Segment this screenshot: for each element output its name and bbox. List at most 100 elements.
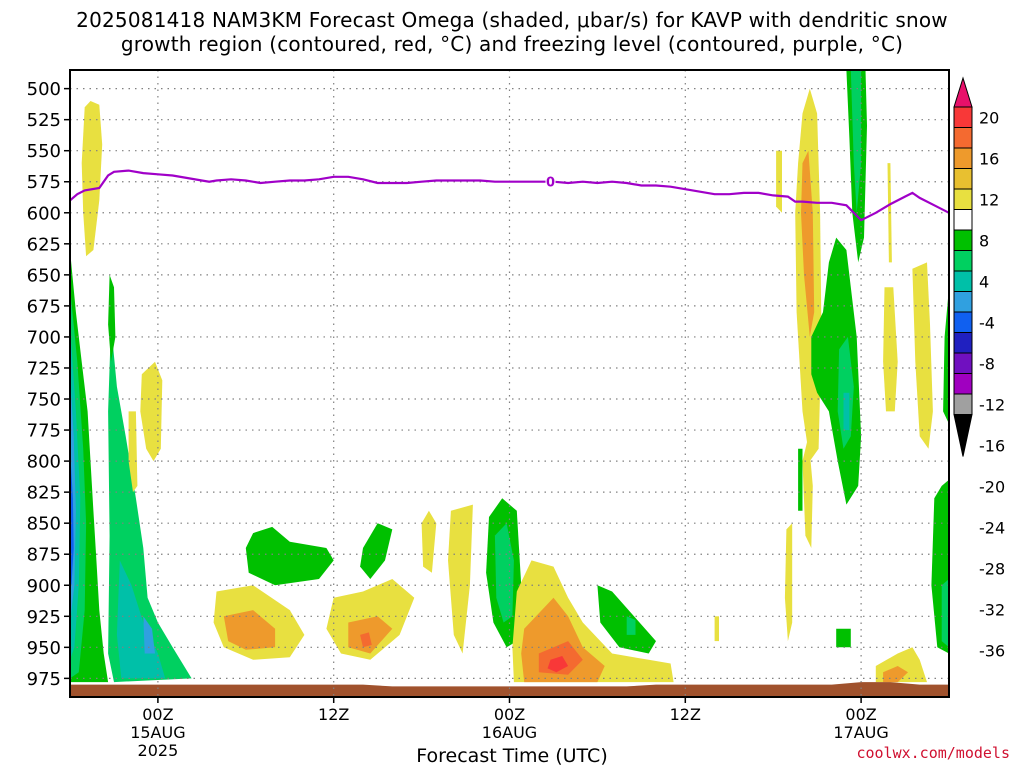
omega-region-20 xyxy=(448,504,473,654)
colorbar-box-13 xyxy=(953,373,973,395)
omega-region-41 xyxy=(836,628,851,648)
colorbar-label-8: -16 xyxy=(979,436,1005,455)
omega-region-47 xyxy=(941,579,949,648)
y-tick-label-650: 650 xyxy=(27,265,61,286)
chart-title-line-2: growth region (contoured, red, °C) and f… xyxy=(120,32,904,56)
colorbar-box-12 xyxy=(953,352,973,374)
colorbar-label-12: -32 xyxy=(979,600,1005,619)
chart-title-line-1: 2025081418 NAM3KM Forecast Omega (shaded… xyxy=(76,8,948,32)
x-date-label-30: 16AUG xyxy=(482,723,537,742)
omega-region-33 xyxy=(802,436,813,548)
y-tick-label-750: 750 xyxy=(27,390,61,411)
omega-region-0 xyxy=(81,101,103,257)
omega-region-39 xyxy=(850,70,862,213)
colorbar-bottom-arrow xyxy=(953,414,973,457)
y-tick-label-550: 550 xyxy=(27,141,61,162)
freezing-level-label: 0 xyxy=(546,176,555,191)
y-tick-label-525: 525 xyxy=(27,110,61,131)
y-tick-label-625: 625 xyxy=(27,234,61,255)
omega-region-26 xyxy=(547,656,569,673)
y-tick-label-600: 600 xyxy=(27,203,61,224)
omega-colorbar: 20 16 12 8 4 -4 -8 -12 -16 -20 -24 -28 -32 -36 xyxy=(953,76,1005,660)
x-tick-label-54: 00Z xyxy=(845,705,876,724)
x-tick-label-42: 12Z xyxy=(670,705,701,724)
y-tick-label-950: 950 xyxy=(27,638,61,659)
colorbar-box-3 xyxy=(953,168,973,190)
freezing-level-contour: 0 xyxy=(70,169,949,222)
y-tick-label-725: 725 xyxy=(27,358,61,379)
y-tick-label-900: 900 xyxy=(27,576,61,597)
colorbar-label-13: -36 xyxy=(979,641,1005,660)
colorbar-box-6 xyxy=(953,229,973,251)
omega-region-15 xyxy=(348,616,393,654)
colorbar-label-11: -28 xyxy=(979,559,1005,578)
ground-surface xyxy=(70,682,949,697)
omega-region-37 xyxy=(843,392,850,431)
omega-region-45 xyxy=(943,287,949,424)
colorbar-box-1 xyxy=(953,127,973,149)
y-tick-label-700: 700 xyxy=(27,327,61,348)
colorbar-top-arrow xyxy=(953,76,973,108)
omega-region-28 xyxy=(626,616,636,635)
x-date-label-6: 15AUG xyxy=(130,723,185,742)
colorbar-box-4 xyxy=(953,188,973,210)
colorbar-box-5 xyxy=(953,209,973,231)
y-tick-label-875: 875 xyxy=(27,545,61,566)
y-tick-label-925: 925 xyxy=(27,607,61,628)
omega-region-29 xyxy=(714,616,719,642)
omega-region-9 xyxy=(108,274,116,362)
colorbar-box-0 xyxy=(953,106,973,128)
omega-region-18 xyxy=(360,523,393,579)
omega-region-16 xyxy=(360,632,372,648)
omega-region-17 xyxy=(245,526,334,586)
y-tick-label-975: 975 xyxy=(27,669,61,690)
y-tick-label-675: 675 xyxy=(27,296,61,317)
x-tick-label-18: 12Z xyxy=(318,705,349,724)
y-tick-label-800: 800 xyxy=(27,452,61,473)
colorbar-box-9 xyxy=(953,291,973,313)
colorbar-label-5: -4 xyxy=(979,313,995,332)
omega-region-44 xyxy=(912,262,933,449)
y-tick-label-500: 500 xyxy=(27,79,61,100)
omega-region-40 xyxy=(798,448,803,511)
omega-region-32 xyxy=(801,150,815,337)
colorbar-box-7 xyxy=(953,250,973,272)
omega-region-43 xyxy=(883,287,898,412)
omega-region-8 xyxy=(143,616,155,654)
freezing-label-bg xyxy=(545,173,556,189)
pressure-axis: 500 525 550 575 600 625 650 675 700 725 750 775 800 8… xyxy=(27,79,70,690)
colorbar-label-10: -24 xyxy=(979,518,1005,537)
x-axis-label: Forecast Time (UTC) xyxy=(416,745,608,767)
colorbar-label-9: -20 xyxy=(979,477,1005,496)
x-tick-label-6: 00Z xyxy=(142,705,173,724)
credit-text: coolwx.com/models xyxy=(856,744,1010,762)
ground-fill xyxy=(70,682,949,697)
colorbar-label-0: 20 xyxy=(979,108,999,127)
colorbar-box-11 xyxy=(953,332,973,354)
colorbar-label-7: -12 xyxy=(979,395,1005,414)
colorbar-label-2: 12 xyxy=(979,190,999,209)
colorbar-label-4: 4 xyxy=(979,272,989,291)
y-tick-label-575: 575 xyxy=(27,172,61,193)
y-tick-label-775: 775 xyxy=(27,421,61,442)
omega-region-11 xyxy=(128,411,138,493)
y-tick-label-850: 850 xyxy=(27,514,61,535)
colorbar-box-2 xyxy=(953,147,973,169)
omega-region-34 xyxy=(784,523,793,642)
colorbar-label-3: 8 xyxy=(979,231,989,250)
x-tick-label-30: 00Z xyxy=(494,705,525,724)
x-date-label-54: 17AUG xyxy=(833,723,888,742)
colorbar-label-1: 16 xyxy=(979,149,999,168)
omega-region-10 xyxy=(140,361,163,462)
colorbar-box-8 xyxy=(953,270,973,292)
freezing-level-line xyxy=(70,169,949,222)
colorbar-label-6: -8 xyxy=(979,354,995,373)
colorbar-box-10 xyxy=(953,311,973,333)
omega-region-13 xyxy=(223,610,276,650)
omega-region-19 xyxy=(421,510,437,573)
x-year-label-6: 2025 xyxy=(138,741,179,760)
colorbar-box-14 xyxy=(953,393,973,415)
y-tick-label-825: 825 xyxy=(27,483,61,504)
